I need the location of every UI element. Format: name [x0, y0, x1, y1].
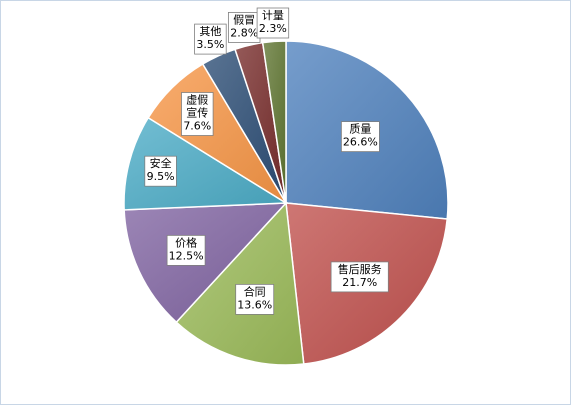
pie-slice: [175, 201, 305, 366]
slice-label-value: 13.6%: [237, 298, 272, 311]
pie-slice: [123, 116, 289, 211]
slice-label-name: 虚假: [186, 93, 208, 107]
slice-label-value: 9.5%: [147, 170, 175, 183]
slice-label-box: [194, 23, 227, 55]
slice-label: 其他3.5%: [194, 23, 227, 55]
slice-label-box: [235, 283, 275, 315]
slice-label-value: 7.6%: [183, 120, 211, 133]
slice-label: 计量2.3%: [256, 7, 290, 39]
slice-label-box: [330, 261, 389, 293]
slice-label-name: 价格: [175, 235, 197, 249]
pie-slice: [261, 40, 287, 204]
slice-label-name: 售后服务: [338, 262, 382, 276]
slice-label-name: 合同: [244, 284, 266, 298]
slice-label-box: [181, 92, 214, 136]
slice-label-name: 质量: [349, 123, 371, 136]
slice-label-name: 计量: [262, 9, 284, 22]
slice-label-value: 26.6%: [343, 136, 378, 149]
slice-label-name: 其他: [199, 25, 221, 38]
slice-label-value: 2.3%: [259, 22, 287, 35]
slice-label-box: [227, 11, 261, 43]
slice-label-value: 2.8%: [230, 26, 258, 39]
slice-label-box: [256, 7, 290, 39]
slice-label: 安全9.5%: [144, 155, 177, 187]
slice-label-value: 12.5%: [169, 249, 204, 262]
slice-label-box: [166, 234, 206, 266]
slice-label-box: [144, 155, 177, 187]
slice-label-box: [340, 121, 380, 152]
slice-label-name: 宣传: [186, 106, 208, 120]
slice-label-value: 21.7%: [342, 276, 377, 289]
slice-label: 假冒2.8%: [227, 11, 261, 43]
slice-label-name: 假冒: [233, 12, 255, 26]
slice-label-value: 3.5%: [196, 38, 224, 51]
slice-label-name: 安全: [150, 156, 172, 170]
